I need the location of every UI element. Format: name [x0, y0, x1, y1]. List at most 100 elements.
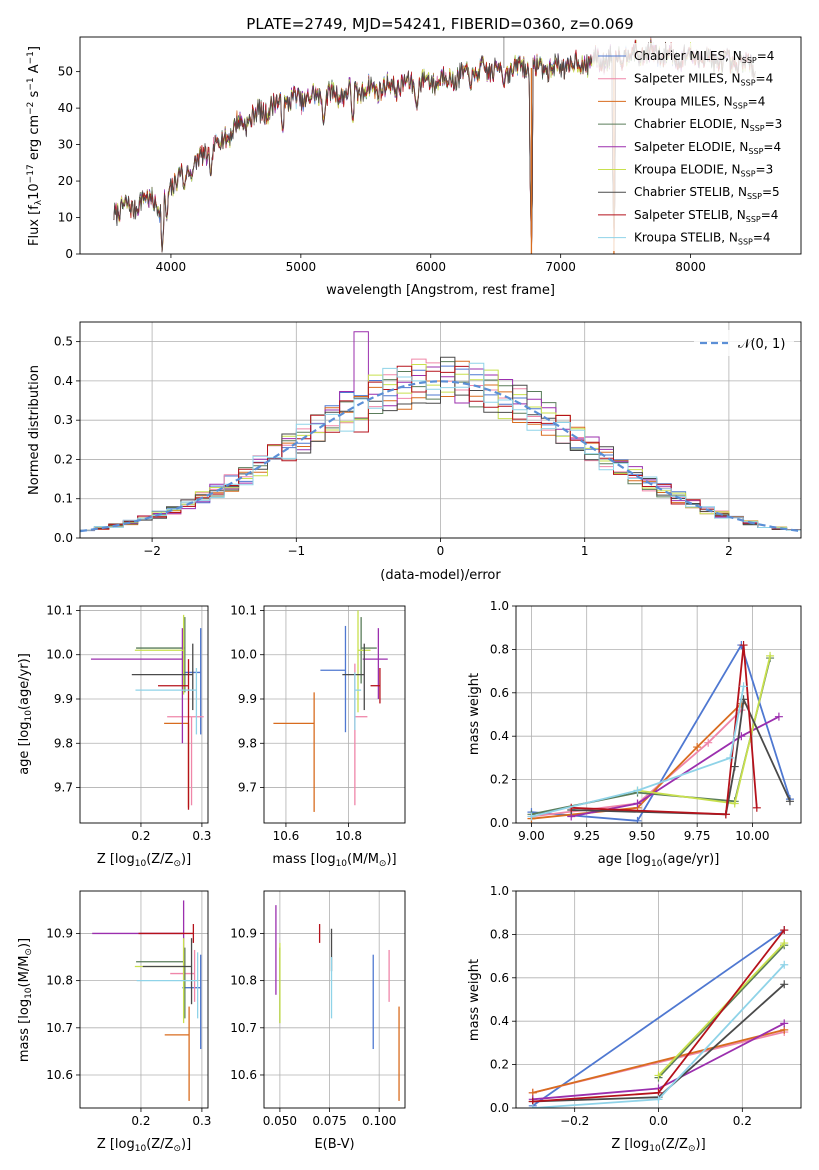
y-tick-label: 10.0 [46, 648, 73, 662]
error-bar-point [164, 1006, 190, 1101]
y-tick-label: 0.6 [490, 971, 509, 985]
x-axis-label: (data-model)/error [380, 568, 501, 583]
legend-entry: Salpeter STELIB, NSSP=4 [634, 208, 778, 224]
plot-area [527, 641, 794, 823]
weight-series-line [532, 1029, 785, 1094]
x-tick-label: 2 [725, 544, 733, 558]
y-tick-label: 9.7 [54, 781, 73, 795]
weight-marker [780, 939, 789, 948]
y-tick-label: 10.9 [46, 926, 73, 940]
y-tick-label: 0.4 [490, 729, 509, 743]
histogram-series [80, 362, 801, 531]
y-tick-label: 1.0 [490, 599, 509, 613]
x-tick-label: 0.2 [131, 829, 150, 843]
error-bar-point [342, 643, 365, 711]
y-tick-label: 10.1 [46, 603, 73, 617]
residuals-chart: −2 −1 0 1 2 0.0 0.1 0.2 0.3 0.4 0.5 𝒩(0, 1) (data-mo… [27, 321, 802, 583]
y-tick-label: 40 [58, 101, 73, 115]
figure-title: PLATE=2749, MJD=54241, FIBERID=0360, z=0… [246, 15, 633, 33]
y-tick-label: 9.8 [238, 736, 257, 750]
y-tick-label: 0.8 [490, 642, 509, 656]
x-tick-label: 5000 [286, 260, 317, 274]
weight-marker [752, 803, 761, 812]
x-tick-label: 10.00 [735, 829, 769, 843]
x-tick-label: 6000 [415, 260, 446, 274]
weight-marker [780, 1019, 789, 1028]
x-axis-label: wavelength [Angstrom, rest frame] [326, 283, 555, 298]
y-tick-label: 50 [58, 65, 73, 79]
axes-frame [79, 321, 802, 539]
x-tick-label: 7000 [545, 260, 576, 274]
y-tick-label: 0.0 [54, 531, 73, 545]
legend-background [592, 43, 798, 251]
x-tick-label: 0.075 [312, 1114, 346, 1128]
weight-marker [633, 816, 642, 823]
y-tick-label: 10.8 [230, 974, 257, 988]
y-tick-label: 0.2 [54, 452, 73, 466]
axes-frame [79, 36, 802, 255]
weight-vs-Z-chart: −0.2 0.0 0.2 0.0 0.2 0.4 0.6 0.8 1.0 Z [log10(Z/Z… [467, 884, 802, 1154]
weight-marker [654, 1071, 663, 1080]
weight-series-line [532, 929, 785, 1107]
axes-frame [79, 890, 209, 1109]
age-vs-mass-chart: 10.6 10.8 9.7 9.8 9.9 10.0 10.1 mass [log10(M/M… [230, 603, 406, 869]
error-bar-point [370, 668, 381, 704]
gaussian-reference-curve [80, 380, 801, 533]
error-bar-point [135, 668, 198, 735]
legend-entry: Salpeter MILES, NSSP=4 [634, 72, 773, 88]
legend-entry: Kroupa MILES, NSSP=4 [634, 94, 765, 110]
y-tick-label: 30 [58, 138, 73, 152]
y-tick-label: 0.4 [490, 1014, 509, 1028]
weight-series-line [531, 642, 791, 822]
weight-marker [730, 799, 739, 808]
y-tick-label: 9.9 [238, 692, 257, 706]
weight-series-line [657, 942, 785, 1077]
error-bar-point [170, 949, 196, 1002]
y-tick-label: 9.7 [238, 781, 257, 795]
y-axis-label: age [log10(age/yr)] [17, 653, 34, 775]
x-tick-label: 10.8 [335, 829, 362, 843]
weight-marker [704, 738, 713, 747]
axes-frame [263, 890, 406, 1109]
x-tick-label: 9.50 [629, 829, 656, 843]
y-tick-label: 10.1 [230, 603, 257, 617]
x-tick-label: 9.75 [684, 829, 711, 843]
y-tick-label: 0.5 [54, 335, 73, 349]
x-tick-label: 10.6 [273, 829, 300, 843]
legend-background [694, 330, 794, 356]
x-axis-label: Z [log10(Z/Z⊙)] [611, 1137, 705, 1154]
x-tick-label: 0.2 [131, 1114, 150, 1128]
weight-marker [633, 786, 642, 795]
y-tick-label: 10.8 [46, 974, 73, 988]
error-bar-point [362, 628, 388, 699]
y-tick-label: 10 [58, 211, 73, 225]
x-tick-label: −2 [143, 544, 161, 558]
legend-entry: Chabrier ELODIE, NSSP=3 [634, 117, 782, 133]
x-tick-label: 0.2 [733, 1114, 752, 1128]
y-tick-label: 0.2 [490, 1058, 509, 1072]
x-tick-label: 8000 [675, 260, 706, 274]
error-bar-point [142, 938, 193, 1005]
y-tick-label: 10.6 [230, 1068, 257, 1082]
y-tick-label: 9.9 [54, 692, 73, 706]
y-tick-label: 10.7 [230, 1021, 257, 1035]
y-tick-label: 0.1 [54, 492, 73, 506]
error-bar-point [273, 692, 315, 812]
error-bar-point [158, 659, 190, 810]
x-tick-label: 0 [437, 544, 445, 558]
error-bar-point [131, 643, 194, 711]
x-tick-label: −1 [287, 544, 305, 558]
y-axis-label: mass [log10(M/M⊙)] [17, 938, 34, 1062]
error-bar-point [136, 617, 186, 693]
weight-series-line [571, 715, 780, 818]
mass-vs-Z-chart: 0.2 0.3 10.6 10.7 10.8 10.9 Z [log10(Z/Z⊙)] mas… [17, 890, 211, 1154]
plot-area [528, 926, 789, 1108]
error-bar-point [136, 952, 199, 1019]
axes-frame [263, 605, 406, 824]
mass-vs-ebv-chart: 0.050 0.075 0.100 10.6 10.7 10.8 10.9 E(B-V) [230, 890, 406, 1152]
weight-marker [726, 753, 735, 762]
y-tick-label: 10.7 [46, 1021, 73, 1035]
y-axis-label: mass weight [467, 959, 482, 1041]
y-axis-label: Flux [fλ10−17 erg cm−2 s−1 A−1] [26, 46, 44, 246]
